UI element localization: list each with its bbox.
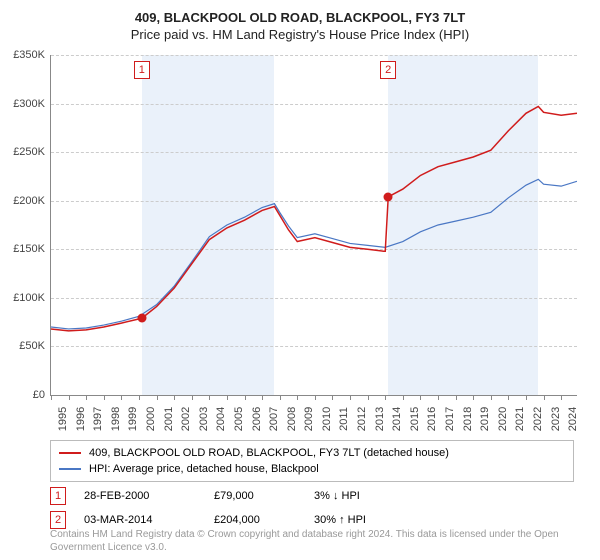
x-tick — [209, 395, 210, 400]
y-axis-label: £100K — [13, 292, 51, 304]
y-axis-label: £250K — [13, 146, 51, 158]
x-axis-label: 2010 — [315, 407, 333, 431]
x-tick — [139, 395, 140, 400]
x-axis-label: 1996 — [69, 407, 87, 431]
x-tick — [192, 395, 193, 400]
x-axis-label: 2018 — [456, 407, 474, 431]
sale-date: 03-MAR-2014 — [84, 514, 214, 526]
x-axis-label: 2011 — [332, 407, 350, 431]
sale-number-box: 1 — [50, 487, 66, 505]
series-line — [51, 179, 577, 329]
x-axis-label: 2002 — [174, 407, 192, 431]
sale-price: £204,000 — [214, 514, 314, 526]
x-axis-label: 2005 — [227, 407, 245, 431]
x-tick — [104, 395, 105, 400]
x-axis-label: 2009 — [297, 407, 315, 431]
x-tick — [456, 395, 457, 400]
x-tick — [473, 395, 474, 400]
x-axis-label: 2019 — [473, 407, 491, 431]
sale-row: 1 28-FEB-2000£79,0003% ↓ HPI — [50, 484, 574, 508]
x-tick — [121, 395, 122, 400]
x-axis-label: 2013 — [368, 407, 386, 431]
x-tick — [86, 395, 87, 400]
sale-marker-point — [137, 314, 146, 323]
line-layer — [51, 55, 577, 395]
x-tick — [315, 395, 316, 400]
chart-container: 409, BLACKPOOL OLD ROAD, BLACKPOOL, FY3 … — [0, 0, 600, 560]
x-tick — [420, 395, 421, 400]
sale-table: 1 28-FEB-2000£79,0003% ↓ HPI 2 03-MAR-2014£… — [50, 484, 574, 532]
x-axis-label: 2022 — [526, 407, 544, 431]
x-axis-label: 2004 — [209, 407, 227, 431]
y-axis-label: £0 — [33, 389, 51, 401]
x-axis-label: 1997 — [86, 407, 104, 431]
x-axis-label: 2008 — [280, 407, 298, 431]
chart-subtitle: Price paid vs. HM Land Registry's House … — [0, 27, 600, 42]
plot-area: £0£50K£100K£150K£200K£250K£300K£350K1995… — [50, 55, 577, 396]
x-axis-label: 2012 — [350, 407, 368, 431]
x-axis-label: 2020 — [491, 407, 509, 431]
x-tick — [385, 395, 386, 400]
x-axis-label: 1995 — [51, 407, 69, 431]
x-tick — [403, 395, 404, 400]
y-axis-label: £50K — [19, 340, 51, 352]
sale-marker-label: 2 — [380, 61, 396, 79]
x-axis-label: 2000 — [139, 407, 157, 431]
sale-marker-point — [384, 192, 393, 201]
legend-label: HPI: Average price, detached house, Blac… — [89, 463, 319, 475]
x-tick — [227, 395, 228, 400]
sale-diff: 30% ↑ HPI — [314, 514, 366, 526]
x-tick — [262, 395, 263, 400]
series-line — [51, 106, 577, 330]
x-tick — [157, 395, 158, 400]
x-tick — [491, 395, 492, 400]
y-axis-label: £150K — [13, 243, 51, 255]
x-axis-label: 1998 — [104, 407, 122, 431]
y-axis-label: £350K — [13, 49, 51, 61]
x-axis-label: 2003 — [192, 407, 210, 431]
legend-box: 409, BLACKPOOL OLD ROAD, BLACKPOOL, FY3 … — [50, 440, 574, 482]
sale-date: 28-FEB-2000 — [84, 490, 214, 502]
x-tick — [297, 395, 298, 400]
x-axis-label: 2006 — [245, 407, 263, 431]
x-tick — [332, 395, 333, 400]
x-axis-label: 2024 — [561, 407, 579, 431]
legend-item: 409, BLACKPOOL OLD ROAD, BLACKPOOL, FY3 … — [59, 445, 565, 461]
legend-label: 409, BLACKPOOL OLD ROAD, BLACKPOOL, FY3 … — [89, 447, 449, 459]
x-tick — [350, 395, 351, 400]
x-tick — [438, 395, 439, 400]
y-axis-label: £300K — [13, 98, 51, 110]
legend-swatch — [59, 468, 81, 470]
x-axis-label: 2023 — [544, 407, 562, 431]
x-tick — [280, 395, 281, 400]
x-tick — [544, 395, 545, 400]
legend-item: HPI: Average price, detached house, Blac… — [59, 461, 565, 477]
x-tick — [368, 395, 369, 400]
x-axis-label: 2021 — [508, 407, 526, 431]
sale-number-box: 2 — [50, 511, 66, 529]
x-axis-label: 2001 — [157, 407, 175, 431]
x-axis-label: 2015 — [403, 407, 421, 431]
chart-title: 409, BLACKPOOL OLD ROAD, BLACKPOOL, FY3 … — [0, 10, 600, 25]
attribution-text: Contains HM Land Registry data © Crown c… — [50, 528, 574, 554]
sale-price: £79,000 — [214, 490, 314, 502]
x-axis-label: 2016 — [420, 407, 438, 431]
x-tick — [508, 395, 509, 400]
x-tick — [561, 395, 562, 400]
legend-swatch — [59, 452, 81, 454]
x-tick — [245, 395, 246, 400]
x-tick — [69, 395, 70, 400]
x-tick — [174, 395, 175, 400]
sale-diff: 3% ↓ HPI — [314, 490, 360, 502]
x-axis-label: 2007 — [262, 407, 280, 431]
y-axis-label: £200K — [13, 195, 51, 207]
x-axis-label: 2014 — [385, 407, 403, 431]
x-tick — [51, 395, 52, 400]
sale-marker-label: 1 — [134, 61, 150, 79]
x-tick — [526, 395, 527, 400]
x-axis-label: 1999 — [121, 407, 139, 431]
x-axis-label: 2017 — [438, 407, 456, 431]
